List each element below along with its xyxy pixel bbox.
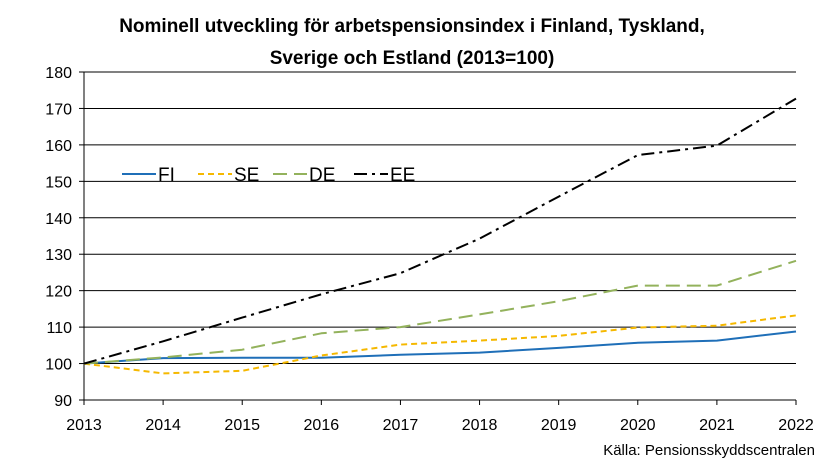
x-tick-label-2017: 2017: [383, 417, 419, 434]
series-line-de: [83, 259, 797, 365]
y-tick-label-160: 160: [45, 138, 72, 155]
gridlines: [84, 71, 796, 365]
source-note: Källa: Pensionsskyddscentralen: [603, 442, 815, 459]
x-tick-label-2021: 2021: [699, 417, 735, 434]
legend-label-de: DE: [309, 165, 335, 186]
x-tick-label-2022: 2022: [778, 417, 814, 434]
x-tick-label-2020: 2020: [620, 417, 656, 434]
legend: FI SE DE EE: [122, 165, 415, 186]
series-line-ee: [83, 97, 797, 365]
y-tick-label-130: 130: [45, 247, 72, 264]
x-axis-ticks: 2013 2014 2015 2016 2017 2018 2019 2020 2021 2022: [66, 400, 814, 434]
x-tick-label-2018: 2018: [462, 417, 498, 434]
y-tick-label-170: 170: [45, 101, 72, 118]
y-tick-label-120: 120: [45, 284, 72, 301]
x-tick-label-2019: 2019: [541, 417, 577, 434]
legend-label-ee: EE: [390, 165, 415, 186]
x-tick-label-2013: 2013: [66, 417, 102, 434]
legend-label-se: SE: [234, 165, 259, 186]
y-tick-label-110: 110: [46, 320, 72, 337]
legend-label-fi: FI: [158, 165, 175, 186]
series-line-fi: [83, 330, 797, 365]
y-tick-label-150: 150: [45, 174, 72, 191]
x-tick-label-2015: 2015: [224, 417, 260, 434]
chart-title-line-1: Nominell utveckling för arbetspensionsin…: [119, 16, 705, 37]
y-tick-label-100: 100: [45, 357, 72, 374]
x-tick-label-2016: 2016: [304, 417, 340, 434]
y-tick-label-180: 180: [45, 65, 72, 82]
chart-title-line-2: Sverige och Estland (2013=100): [270, 48, 555, 69]
y-axis-ticks: 90 100 110 120 130 140 150 160 170 180: [45, 65, 84, 410]
x-tick-label-2014: 2014: [145, 417, 181, 434]
axes: [83, 72, 796, 401]
y-tick-label-90: 90: [54, 393, 72, 410]
series-line-se: [83, 314, 797, 375]
y-tick-label-140: 140: [45, 211, 72, 228]
series-lines: [83, 97, 797, 375]
